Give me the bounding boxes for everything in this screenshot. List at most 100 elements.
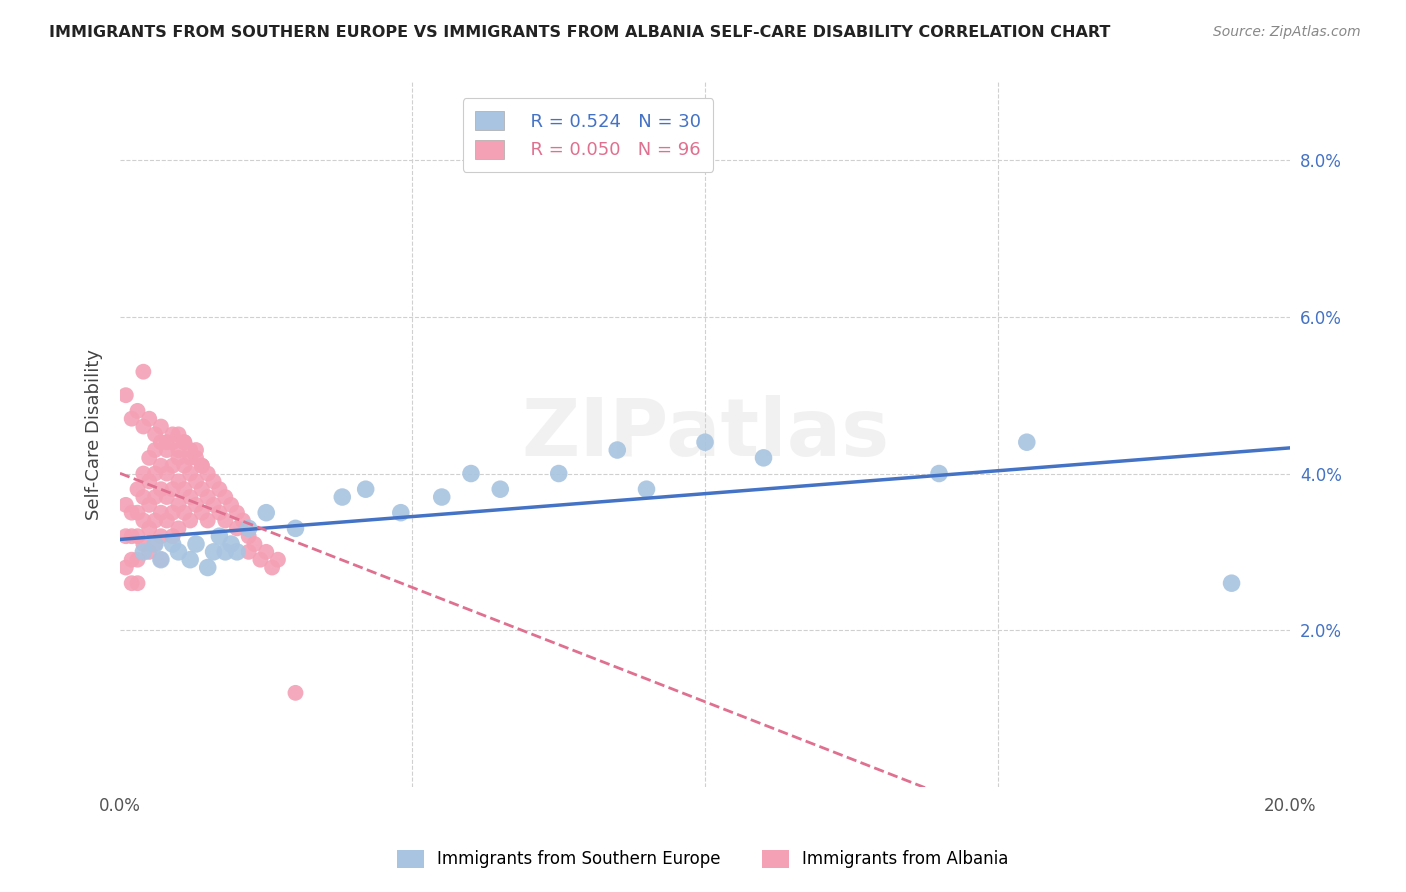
Point [162,458,184,473]
Point [132,365,155,379]
Point [162,537,184,551]
Point [284,686,307,700]
Point [636,482,658,496]
Legend:   R = 0.524   N = 30,   R = 0.050   N = 96: R = 0.524 N = 30, R = 0.050 N = 96 [463,98,713,172]
Point [121,506,143,520]
Point [132,537,155,551]
Point [143,537,166,551]
Point [1220,576,1243,591]
Point [121,552,143,566]
Point [430,490,453,504]
Point [114,560,136,574]
Point [121,411,143,425]
Point [238,521,260,535]
Point [143,443,166,458]
Point [191,482,214,496]
Point [138,545,160,559]
Point [184,450,207,465]
Point [219,498,242,512]
Point [162,482,184,496]
Point [179,552,201,566]
Point [167,545,190,559]
Point [138,475,160,489]
Point [262,560,284,574]
Point [114,529,136,543]
Point [208,506,231,520]
Point [143,514,166,528]
Point [191,458,214,473]
Point [149,552,172,566]
Point [219,537,242,551]
Point [232,514,254,528]
Point [114,388,136,402]
Point [208,482,231,496]
Point [127,576,149,591]
Point [156,514,179,528]
Point [214,514,236,528]
Point [330,490,353,504]
Point [143,427,166,442]
Point [162,506,184,520]
Point [226,545,249,559]
Point [149,419,172,434]
Point [143,467,166,481]
Point [928,467,950,481]
Point [149,482,172,496]
Point [167,521,190,535]
Point [173,435,195,450]
Text: Source: ZipAtlas.com: Source: ZipAtlas.com [1213,25,1361,39]
Point [191,458,214,473]
Point [202,498,225,512]
Point [167,450,190,465]
Point [208,529,231,543]
Point [197,514,219,528]
Point [197,490,219,504]
Point [149,552,172,566]
Point [114,498,136,512]
Point [197,467,219,481]
Point [173,458,195,473]
Point [138,411,160,425]
Point [127,529,149,543]
Point [184,537,207,551]
Point [121,529,143,543]
Text: IMMIGRANTS FROM SOUTHERN EUROPE VS IMMIGRANTS FROM ALBANIA SELF-CARE DISABILITY : IMMIGRANTS FROM SOUTHERN EUROPE VS IMMIG… [49,25,1111,40]
Y-axis label: Self-Care Disability: Self-Care Disability [86,349,103,520]
Point [214,490,236,504]
Point [121,576,143,591]
Point [156,435,179,450]
Point [284,521,307,535]
Point [138,498,160,512]
Point [179,490,201,504]
Point [752,450,775,465]
Point [179,443,201,458]
Point [162,427,184,442]
Point [179,450,201,465]
Point [127,482,149,496]
Point [173,506,195,520]
Point [167,475,190,489]
Point [489,482,512,496]
Point [167,498,190,512]
Point [1015,435,1038,450]
Point [173,435,195,450]
Point [254,545,277,559]
Point [243,537,266,551]
Point [132,419,155,434]
Point [238,545,260,559]
Point [143,537,166,551]
Point [138,450,160,465]
Point [149,506,172,520]
Point [132,545,155,559]
Point [389,506,412,520]
Point [162,529,184,543]
Point [156,490,179,504]
Point [149,529,172,543]
Point [179,514,201,528]
Point [547,467,569,481]
Point [249,552,271,566]
Point [184,443,207,458]
Point [354,482,377,496]
Point [238,529,260,543]
Point [179,467,201,481]
